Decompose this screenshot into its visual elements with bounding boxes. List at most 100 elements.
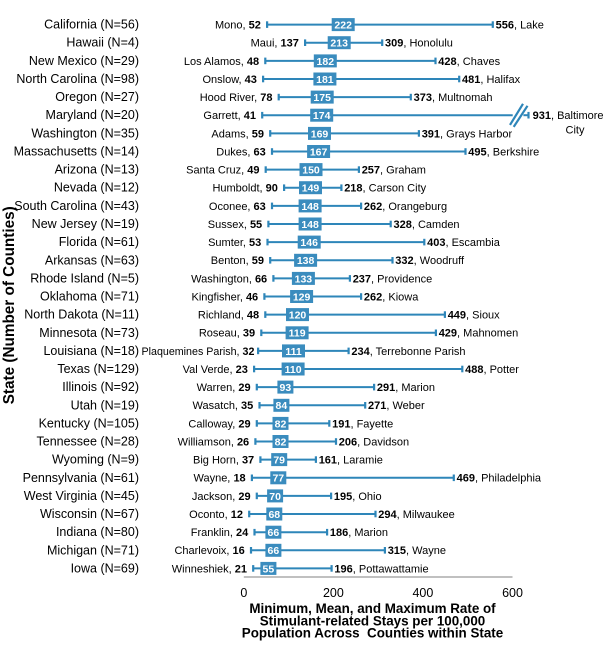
svg-text:Franklin, 24: Franklin, 24 [191, 527, 249, 539]
svg-text:Oconee, 63: Oconee, 63 [209, 201, 266, 213]
svg-text:Winneshiek, 21: Winneshiek, 21 [172, 563, 247, 575]
svg-text:Arizona (N=13): Arizona (N=13) [55, 163, 139, 177]
svg-text:Hawaii (N=4): Hawaii (N=4) [66, 36, 139, 50]
svg-text:148: 148 [301, 219, 319, 231]
svg-text:191, Fayette: 191, Fayette [332, 418, 393, 430]
svg-text:213: 213 [330, 38, 348, 50]
svg-text:186, Marion: 186, Marion [330, 527, 388, 539]
svg-text:Texas (N=129): Texas (N=129) [57, 362, 139, 376]
svg-text:161, Laramie: 161, Laramie [319, 455, 383, 467]
svg-text:Sumter, 53: Sumter, 53 [208, 237, 261, 249]
svg-text:150: 150 [302, 165, 320, 177]
svg-text:82: 82 [275, 418, 287, 430]
svg-text:Utah (N=19): Utah (N=19) [71, 398, 139, 412]
svg-text:Humboldt, 90: Humboldt, 90 [212, 183, 277, 195]
svg-text:Oklahoma (N=71): Oklahoma (N=71) [40, 290, 139, 304]
svg-text:93: 93 [280, 382, 292, 394]
svg-text:Minimum, Mean, and Maximum Rat: Minimum, Mean, and Maximum Rate of [249, 601, 496, 616]
svg-text:Wasatch, 35: Wasatch, 35 [193, 400, 254, 412]
svg-text:Benton, 59: Benton, 59 [211, 255, 264, 267]
svg-text:Richland, 48: Richland, 48 [198, 310, 259, 322]
svg-text:Calloway, 29: Calloway, 29 [188, 418, 250, 430]
svg-text:Illinois (N=92): Illinois (N=92) [62, 380, 139, 394]
svg-text:200: 200 [323, 586, 344, 600]
svg-text:North Dakota (N=11): North Dakota (N=11) [24, 308, 139, 322]
svg-text:449, Sioux: 449, Sioux [448, 310, 500, 322]
svg-text:55: 55 [263, 563, 275, 575]
svg-text:206, Davidson: 206, Davidson [339, 436, 409, 448]
svg-text:257, Graham: 257, Graham [362, 165, 426, 177]
svg-text:481, Halifax: 481, Halifax [462, 74, 521, 86]
svg-text:262, Kiowa: 262, Kiowa [364, 291, 419, 303]
svg-text:Florida (N=61): Florida (N=61) [59, 235, 139, 249]
svg-text:309, Honolulu: 309, Honolulu [385, 38, 453, 50]
svg-text:Pennsylvania (N=61): Pennsylvania (N=61) [23, 471, 139, 485]
svg-text:Minnesota (N=73): Minnesota (N=73) [39, 326, 139, 340]
svg-text:294, Milwaukee: 294, Milwaukee [378, 509, 454, 521]
svg-text:218, Carson City: 218, Carson City [344, 183, 426, 195]
svg-text:195, Ohio: 195, Ohio [334, 491, 382, 503]
svg-text:Warren, 29: Warren, 29 [197, 382, 251, 394]
svg-text:Massachusetts (N=14): Massachusetts (N=14) [14, 145, 139, 159]
svg-text:328, Camden: 328, Camden [394, 219, 460, 231]
svg-text:Washington, 66: Washington, 66 [191, 273, 267, 285]
svg-text:South Carolina (N=43): South Carolina (N=43) [14, 199, 139, 213]
svg-text:Sussex, 55: Sussex, 55 [208, 219, 262, 231]
svg-text:79: 79 [273, 455, 285, 467]
svg-text:182: 182 [317, 56, 335, 68]
svg-text:556, Lake: 556, Lake [496, 20, 544, 32]
svg-text:400: 400 [412, 586, 433, 600]
svg-text:391, Grays Harbor: 391, Grays Harbor [422, 128, 513, 140]
svg-text:Jackson, 29: Jackson, 29 [192, 491, 251, 503]
svg-text:Kingfisher, 46: Kingfisher, 46 [192, 291, 259, 303]
svg-text:234, Terrebonne Parish: 234, Terrebonne Parish [351, 346, 465, 358]
svg-text:Rhode Island (N=5): Rhode Island (N=5) [30, 271, 139, 285]
svg-text:Plaquemines Parish, 32: Plaquemines Parish, 32 [142, 346, 255, 358]
svg-text:State (Number of Counties): State (Number of Counties) [1, 206, 18, 404]
svg-text:174: 174 [313, 110, 331, 122]
svg-text:0: 0 [240, 586, 247, 600]
svg-text:146: 146 [300, 237, 318, 249]
svg-text:West Virginia (N=45): West Virginia (N=45) [24, 489, 139, 503]
svg-text:403, Escambia: 403, Escambia [427, 237, 501, 249]
svg-text:Maui, 137: Maui, 137 [251, 38, 299, 50]
svg-text:Onslow, 43: Onslow, 43 [202, 74, 256, 86]
svg-text:315, Wayne: 315, Wayne [388, 545, 446, 557]
svg-text:Williamson, 26: Williamson, 26 [178, 436, 250, 448]
svg-text:North Carolina (N=98): North Carolina (N=98) [16, 72, 139, 86]
svg-text:82: 82 [275, 436, 287, 448]
svg-text:169: 169 [311, 128, 329, 140]
svg-text:City: City [566, 124, 585, 136]
svg-text:Oregon (N=27): Oregon (N=27) [55, 90, 139, 104]
svg-text:111: 111 [285, 346, 302, 358]
svg-text:373, Multnomah: 373, Multnomah [414, 92, 493, 104]
svg-text:222: 222 [334, 20, 352, 32]
svg-text:Big Horn, 37: Big Horn, 37 [193, 455, 254, 467]
svg-text:66: 66 [268, 545, 280, 557]
svg-text:Santa Cruz, 49: Santa Cruz, 49 [186, 165, 259, 177]
svg-text:Tennessee (N=28): Tennessee (N=28) [37, 435, 140, 449]
svg-text:California (N=56): California (N=56) [44, 18, 139, 32]
svg-text:Stimulant-related Stays per 10: Stimulant-related Stays per 100,000 [260, 613, 486, 628]
svg-text:Hood River, 78: Hood River, 78 [200, 92, 273, 104]
svg-text:469, Philadelphia: 469, Philadelphia [457, 473, 542, 485]
svg-text:68: 68 [268, 509, 280, 521]
svg-text:84: 84 [276, 400, 288, 412]
svg-text:Maryland (N=20): Maryland (N=20) [46, 108, 139, 122]
svg-text:429, Mahnomen: 429, Mahnomen [439, 328, 519, 340]
svg-text:Arkansas (N=63): Arkansas (N=63) [45, 253, 139, 267]
svg-text:Dukes, 63: Dukes, 63 [216, 146, 266, 158]
svg-text:Iowa (N=69): Iowa (N=69) [71, 561, 139, 575]
svg-text:Kentucky (N=105): Kentucky (N=105) [39, 416, 139, 430]
svg-text:133: 133 [295, 273, 313, 285]
svg-text:110: 110 [285, 364, 302, 376]
svg-text:New Mexico (N=29): New Mexico (N=29) [29, 54, 139, 68]
svg-text:120: 120 [289, 310, 307, 322]
svg-text:Louisiana (N=18): Louisiana (N=18) [43, 344, 139, 358]
svg-text:196, Pottawattamie: 196, Pottawattamie [334, 563, 428, 575]
svg-text:Mono, 52: Mono, 52 [215, 20, 261, 32]
svg-text:Michigan (N=71): Michigan (N=71) [47, 543, 139, 557]
svg-text:66: 66 [268, 527, 280, 539]
svg-text:Adams, 59: Adams, 59 [211, 128, 264, 140]
svg-text:138: 138 [297, 255, 315, 267]
